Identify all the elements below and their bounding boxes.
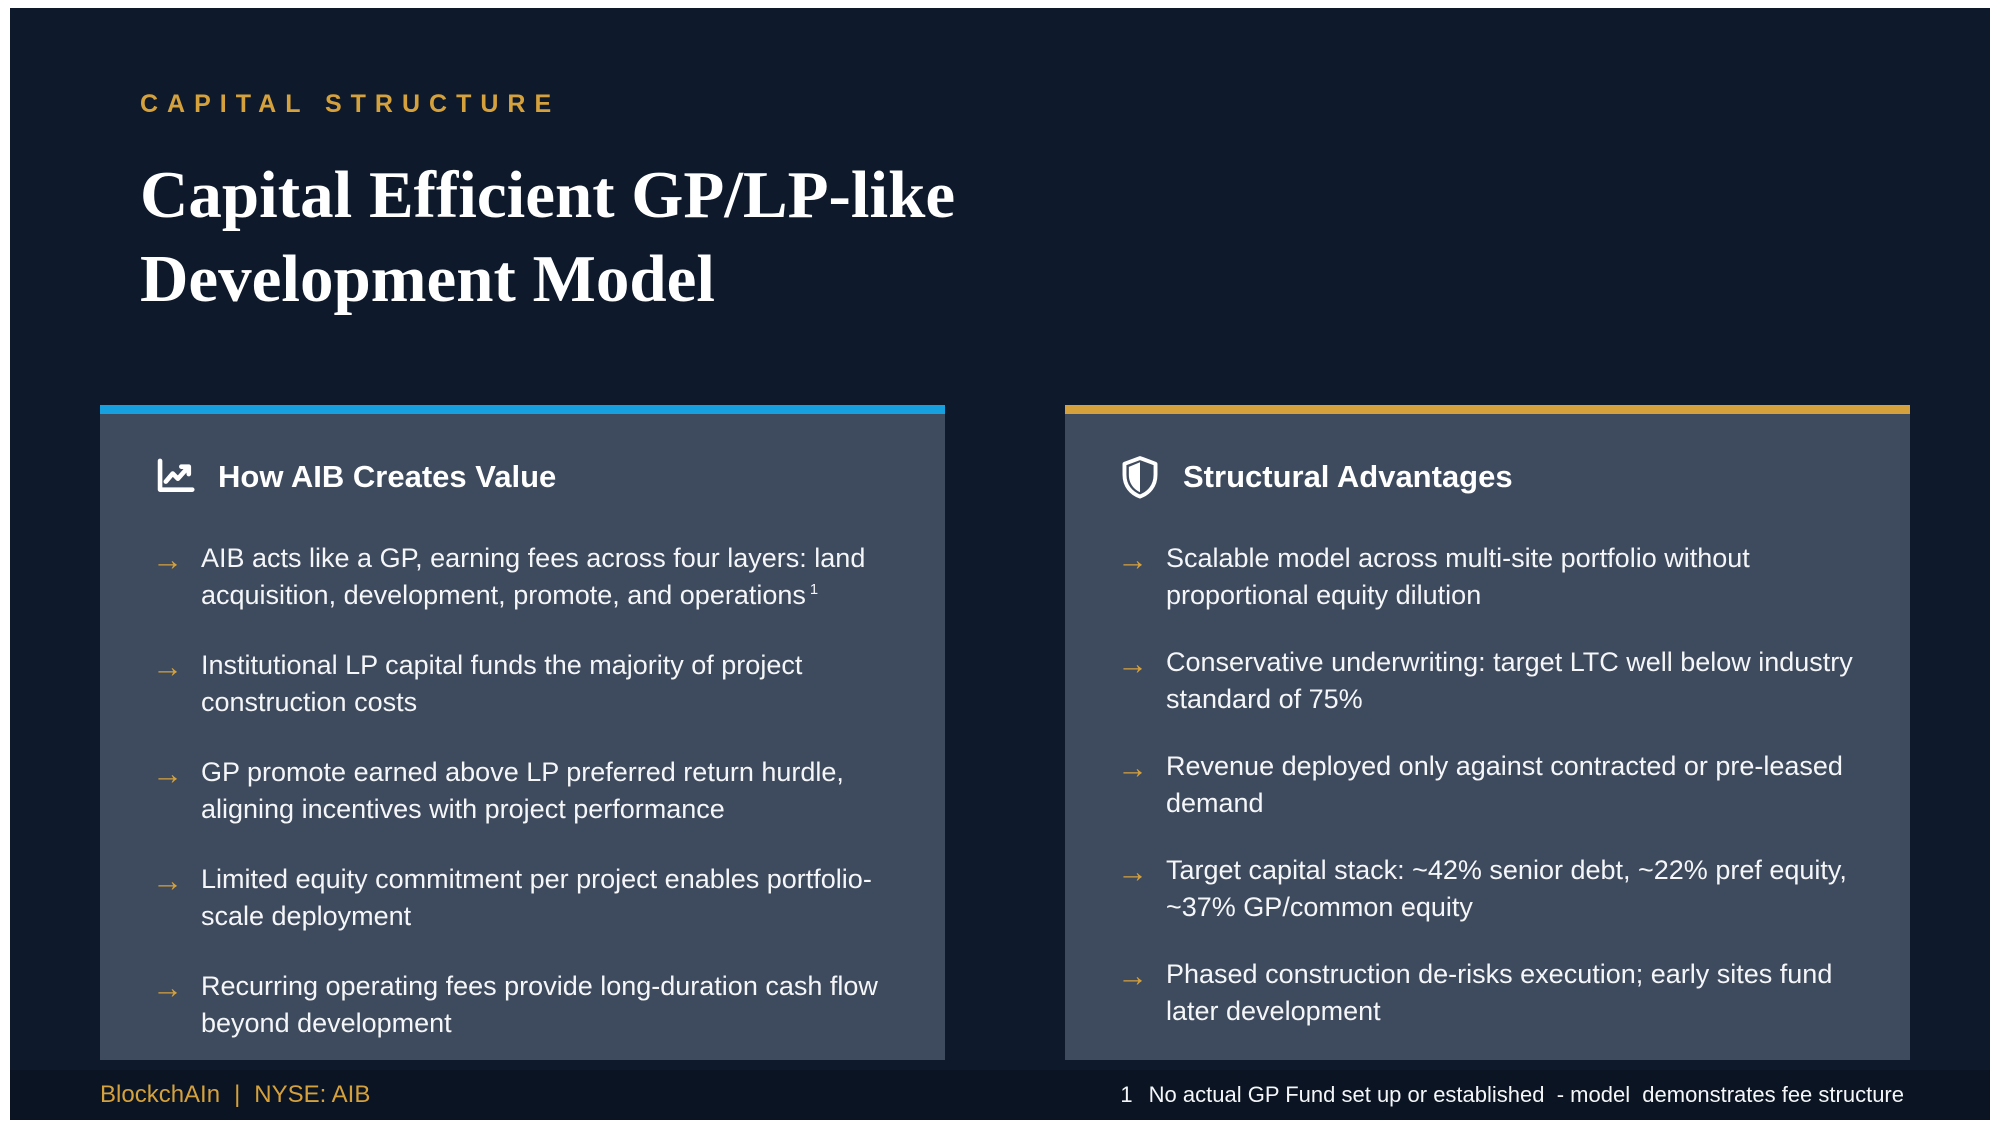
- ticker-label: NYSE: AIB: [254, 1081, 371, 1108]
- bullet-item: → Target capital stack: ~42% senior debt…: [1117, 852, 1855, 926]
- bullet-item: → Revenue deployed only against contract…: [1117, 748, 1855, 822]
- bullet-item: → Institutional LP capital funds the maj…: [152, 647, 890, 721]
- arrow-icon: →: [152, 862, 183, 898]
- footnote: 1 No actual GP Fund set up or established…: [1120, 1082, 1904, 1108]
- footnote-marker: 1: [1120, 1082, 1133, 1107]
- footer-divider: |: [234, 1081, 241, 1108]
- bullet-text: GP promote earned above LP preferred ret…: [201, 756, 844, 824]
- footnote-superscript: 1: [809, 581, 819, 598]
- bullet-item: → Limited equity commitment per project …: [152, 861, 890, 935]
- bullet-item: → Recurring operating fees provide long-…: [152, 968, 890, 1042]
- slide: CAPITAL STRUCTURE Capital Efficient GP/L…: [10, 8, 1990, 1120]
- panel-title: How AIB Creates Value: [218, 459, 557, 494]
- footer-bar: BlockchAIn | NYSE: AIB 1 No actual GP Fund …: [10, 1070, 1990, 1120]
- shield-icon: [1122, 456, 1158, 499]
- bullet-text: Recurring operating fees provide long-du…: [201, 970, 878, 1038]
- arrow-icon: →: [1117, 542, 1148, 577]
- title-line-1: Capital Efficient GP/LP-like: [140, 158, 956, 232]
- footnote-text: No actual GP Fund set up or established …: [1148, 1082, 1904, 1107]
- bullet-text: Revenue deployed only against contracted…: [1166, 750, 1843, 818]
- panel-header: How AIB Creates Value: [152, 454, 890, 500]
- bullet-text: AIB acts like a GP, earning fees across …: [201, 543, 866, 610]
- arrow-icon: →: [152, 648, 183, 684]
- arrow-icon: →: [152, 542, 183, 577]
- footer-brand: BlockchAIn | NYSE: AIB: [100, 1081, 370, 1109]
- panel-title: Structural Advantages: [1183, 459, 1513, 494]
- arrow-icon: →: [1117, 749, 1148, 785]
- bullet-item: → AIB acts like a GP, earning fees acros…: [152, 540, 890, 614]
- brand-name: BlockchAIn: [100, 1081, 221, 1108]
- panel-structural-advantages: Structural Advantages → Scalable model a…: [1065, 405, 1910, 1060]
- arrow-icon: →: [1117, 645, 1148, 681]
- bullet-item: → Phased construction de-risks execution…: [1117, 956, 1855, 1030]
- bullet-item: → Scalable model across multi-site portf…: [1117, 540, 1855, 614]
- bullet-text: Target capital stack: ~42% senior debt, …: [1166, 854, 1847, 922]
- line-chart-icon: [157, 458, 195, 492]
- bullet-item: → GP promote earned above LP preferred r…: [152, 754, 890, 828]
- bullet-item: → Conservative underwriting: target LTC …: [1117, 644, 1855, 718]
- title-line-2: Development Model: [140, 242, 715, 317]
- bullet-text: Scalable model across multi-site portfol…: [1166, 543, 1750, 610]
- page-title: Capital Efficient GP/LP-like Development…: [140, 153, 955, 322]
- bullet-text: Conservative underwriting: target LTC we…: [1166, 646, 1853, 714]
- panel-how-aib-creates-value: How AIB Creates Value → AIB acts like a …: [100, 405, 945, 1060]
- slide-header: CAPITAL STRUCTURE Capital Efficient GP/L…: [140, 90, 955, 322]
- bullet-text: Institutional LP capital funds the major…: [201, 649, 803, 717]
- arrow-icon: →: [1117, 957, 1148, 993]
- arrow-icon: →: [152, 755, 183, 791]
- arrow-icon: →: [152, 969, 183, 1005]
- panels-row: How AIB Creates Value → AIB acts like a …: [100, 405, 1910, 1060]
- arrow-icon: →: [1117, 853, 1148, 889]
- bullet-text: Limited equity commitment per project en…: [201, 863, 872, 931]
- panel-header: Structural Advantages: [1117, 454, 1855, 500]
- bullet-text: Phased construction de-risks execution; …: [1166, 958, 1833, 1026]
- eyebrow-label: CAPITAL STRUCTURE: [140, 90, 561, 118]
